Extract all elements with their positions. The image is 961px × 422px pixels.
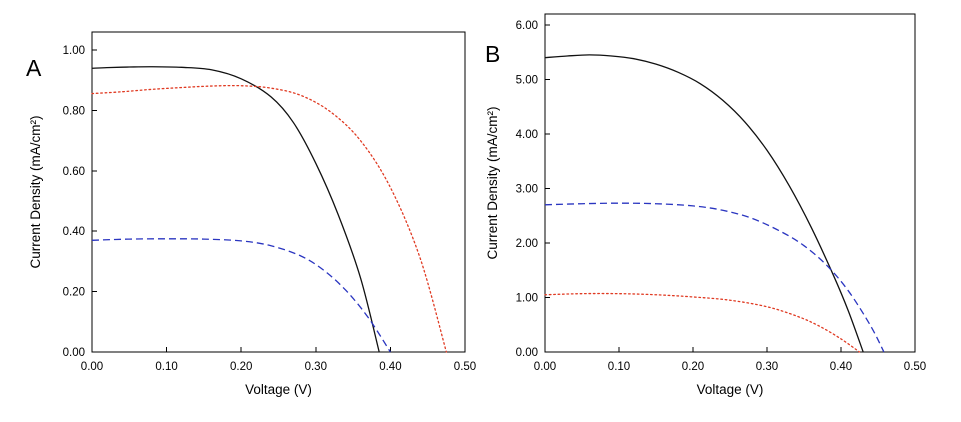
- y-tick-label: 6.00: [516, 20, 538, 32]
- y-tick-label: 0.00: [516, 347, 538, 359]
- plot-box: [91, 31, 466, 353]
- y-tick-label: 3.00: [516, 183, 538, 195]
- y-tick-label: 4.00: [516, 129, 538, 141]
- x-tick-label: 0.40: [830, 361, 852, 373]
- x-tick-label: 0.50: [904, 361, 926, 373]
- y-tick-label: 0.00: [63, 347, 85, 359]
- y-axis-title: Current Density (mA/cm²): [485, 106, 500, 259]
- y-tick-label: 5.00: [516, 74, 538, 86]
- plot-box: [544, 13, 916, 353]
- red-dotted-curve: [91, 84, 447, 353]
- y-tick-label: 0.20: [63, 287, 85, 299]
- x-tick-label: 0.40: [379, 361, 401, 373]
- x-tick-label: 0.10: [155, 361, 177, 373]
- x-tick-label: 0.20: [682, 361, 704, 373]
- panel-letter: A: [26, 55, 42, 81]
- y-tick-label: 0.60: [63, 166, 85, 178]
- y-tick-label: 1.00: [63, 45, 85, 57]
- y-tick-label: 2.00: [516, 238, 538, 250]
- black-solid-curve: [91, 66, 380, 353]
- chart-panel-B: 0.00 0.10 0.20 0.30 0.40 0.50 0.00 1.00 2.00 3.00…: [485, 13, 926, 397]
- y-tick-label: 1.00: [516, 292, 538, 304]
- blue-dashed-curve: [91, 238, 391, 353]
- x-tick-label: 0.50: [454, 361, 476, 373]
- x-tick-label: 0.30: [305, 361, 327, 373]
- y-tick-label: 0.80: [63, 105, 85, 117]
- x-axis-title: Voltage (V): [697, 382, 764, 397]
- panel-letter: B: [485, 41, 500, 67]
- chart-panel-A: 0.00 0.10 0.20 0.30 0.40 0.50 0.00 0.20 0.40 0.60…: [26, 31, 476, 397]
- x-tick-label: 0.00: [534, 361, 556, 373]
- x-tick-label: 0.30: [756, 361, 778, 373]
- x-tick-label: 0.00: [81, 361, 103, 373]
- red-dotted-curve: [544, 292, 861, 353]
- blue-dashed-curve: [544, 202, 885, 353]
- x-tick-label: 0.10: [608, 361, 630, 373]
- panel-B: 0.00 0.10 0.20 0.30 0.40 0.50 0.00 1.00 2.00 3.00…: [480, 0, 961, 422]
- y-axis-title: Current Density (mA/cm²): [28, 115, 43, 268]
- x-tick-label: 0.20: [230, 361, 252, 373]
- y-tick-label: 0.40: [63, 226, 85, 238]
- black-solid-curve: [544, 54, 864, 353]
- panel-A: 0.00 0.10 0.20 0.30 0.40 0.50 0.00 0.20 0.40 0.60…: [0, 0, 480, 422]
- x-axis-title: Voltage (V): [245, 382, 312, 397]
